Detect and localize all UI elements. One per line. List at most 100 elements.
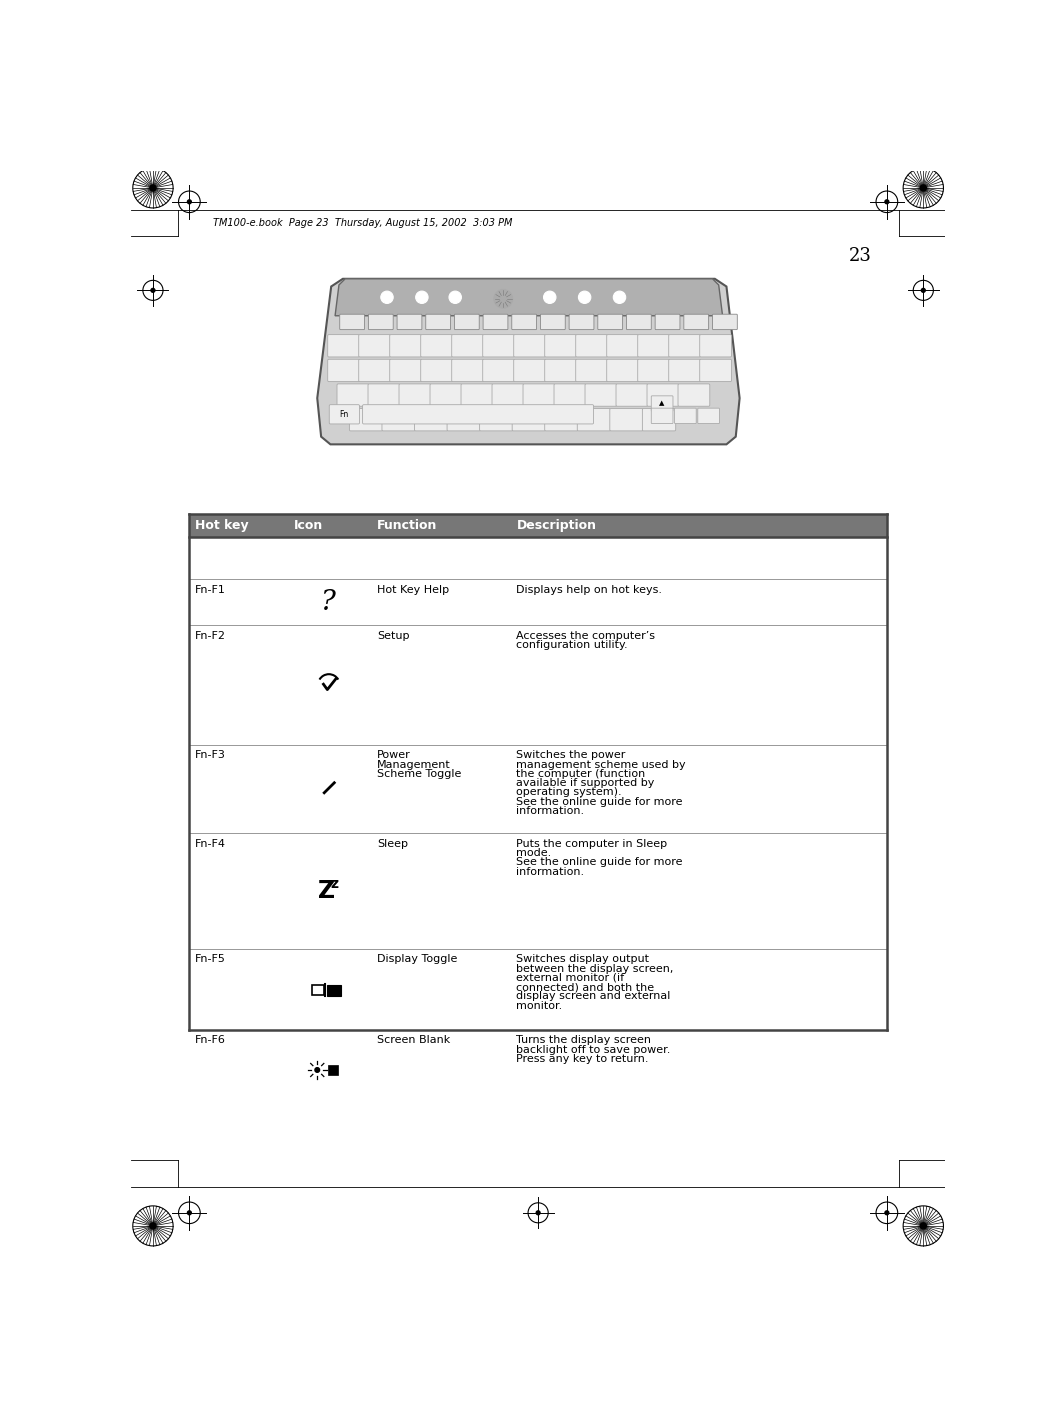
FancyBboxPatch shape	[554, 383, 586, 406]
Text: Function: Function	[377, 519, 437, 532]
Text: configuration utility.: configuration utility.	[517, 640, 628, 650]
FancyBboxPatch shape	[399, 383, 430, 406]
Text: ▲: ▲	[659, 400, 665, 406]
Circle shape	[416, 291, 428, 304]
FancyBboxPatch shape	[578, 409, 611, 430]
FancyBboxPatch shape	[545, 359, 576, 382]
Bar	[312, 985, 324, 995]
Circle shape	[544, 291, 555, 304]
Bar	[189, 537, 887, 579]
FancyBboxPatch shape	[362, 405, 593, 425]
FancyBboxPatch shape	[637, 359, 670, 382]
Text: TM100-e.book  Page 23  Thursday, August 15, 2002  3:03 PM: TM100-e.book Page 23 Thursday, August 15…	[212, 218, 512, 228]
Circle shape	[151, 288, 155, 292]
FancyBboxPatch shape	[480, 409, 513, 430]
FancyBboxPatch shape	[647, 383, 678, 406]
FancyBboxPatch shape	[655, 315, 680, 329]
FancyBboxPatch shape	[421, 335, 453, 356]
Bar	[189, 834, 887, 949]
FancyBboxPatch shape	[512, 409, 546, 430]
FancyBboxPatch shape	[359, 335, 391, 356]
Text: Hot Key Help: Hot Key Help	[377, 584, 449, 594]
FancyBboxPatch shape	[643, 409, 676, 430]
FancyBboxPatch shape	[330, 405, 359, 425]
Text: the computer (function: the computer (function	[517, 770, 646, 779]
FancyBboxPatch shape	[637, 335, 670, 356]
FancyBboxPatch shape	[368, 383, 400, 406]
FancyBboxPatch shape	[669, 359, 700, 382]
Text: Scheme Toggle: Scheme Toggle	[377, 770, 461, 779]
Text: available if supported by: available if supported by	[517, 778, 655, 788]
Text: Icon: Icon	[294, 519, 323, 532]
FancyBboxPatch shape	[382, 409, 416, 430]
Circle shape	[613, 291, 626, 304]
FancyBboxPatch shape	[415, 409, 448, 430]
FancyBboxPatch shape	[698, 408, 719, 423]
FancyBboxPatch shape	[483, 315, 508, 329]
Text: management scheme used by: management scheme used by	[517, 760, 686, 770]
Circle shape	[579, 291, 591, 304]
Circle shape	[315, 1067, 319, 1072]
FancyBboxPatch shape	[328, 359, 359, 382]
Bar	[189, 745, 887, 834]
FancyBboxPatch shape	[545, 335, 576, 356]
Text: Accesses the computer’s: Accesses the computer’s	[517, 631, 655, 641]
Text: Hot key: Hot key	[195, 519, 249, 532]
Circle shape	[885, 1211, 888, 1214]
Text: Fn: Fn	[340, 410, 349, 419]
FancyBboxPatch shape	[511, 315, 537, 329]
Text: mode.: mode.	[517, 848, 551, 858]
Text: Fn-F5: Fn-F5	[195, 955, 226, 965]
FancyBboxPatch shape	[678, 383, 710, 406]
FancyBboxPatch shape	[541, 315, 565, 329]
Text: Fn-F6: Fn-F6	[195, 1036, 226, 1046]
FancyBboxPatch shape	[397, 315, 422, 329]
Text: Display Toggle: Display Toggle	[377, 955, 458, 965]
FancyBboxPatch shape	[684, 315, 709, 329]
Text: Sleep: Sleep	[377, 839, 407, 849]
FancyBboxPatch shape	[483, 335, 514, 356]
Text: Fn-F2: Fn-F2	[195, 631, 226, 641]
FancyBboxPatch shape	[597, 315, 623, 329]
Text: Management: Management	[377, 760, 450, 770]
FancyBboxPatch shape	[452, 359, 483, 382]
FancyBboxPatch shape	[337, 383, 369, 406]
Polygon shape	[335, 279, 722, 316]
FancyBboxPatch shape	[545, 409, 579, 430]
Text: Fn-F4: Fn-F4	[195, 839, 226, 849]
Circle shape	[885, 200, 888, 204]
FancyBboxPatch shape	[575, 335, 608, 356]
Polygon shape	[317, 279, 739, 445]
Text: 23: 23	[848, 247, 872, 265]
FancyBboxPatch shape	[651, 408, 673, 423]
Text: display screen and external: display screen and external	[517, 992, 671, 1002]
FancyBboxPatch shape	[421, 359, 453, 382]
Text: Description: Description	[517, 519, 596, 532]
FancyBboxPatch shape	[461, 383, 492, 406]
Text: monitor.: monitor.	[517, 1000, 563, 1010]
Circle shape	[150, 185, 156, 191]
FancyBboxPatch shape	[447, 409, 481, 430]
Text: Press any key to return.: Press any key to return.	[517, 1054, 649, 1064]
FancyBboxPatch shape	[575, 359, 608, 382]
Text: information.: information.	[517, 866, 585, 876]
FancyBboxPatch shape	[607, 359, 638, 382]
Text: Displays help on hot keys.: Displays help on hot keys.	[517, 584, 663, 594]
Circle shape	[449, 291, 461, 304]
FancyBboxPatch shape	[369, 315, 393, 329]
Bar	[189, 513, 887, 537]
FancyBboxPatch shape	[699, 359, 732, 382]
Circle shape	[150, 1223, 156, 1228]
Circle shape	[537, 1211, 540, 1214]
FancyBboxPatch shape	[674, 408, 696, 423]
Text: connected) and both the: connected) and both the	[517, 982, 654, 992]
Text: between the display screen,: between the display screen,	[517, 963, 674, 973]
Text: Fn-F1: Fn-F1	[195, 584, 226, 594]
FancyBboxPatch shape	[390, 359, 421, 382]
Text: z: z	[331, 876, 338, 891]
FancyBboxPatch shape	[340, 315, 364, 329]
Circle shape	[188, 1211, 191, 1214]
FancyBboxPatch shape	[513, 359, 546, 382]
Bar	[189, 949, 887, 1029]
FancyBboxPatch shape	[616, 383, 648, 406]
